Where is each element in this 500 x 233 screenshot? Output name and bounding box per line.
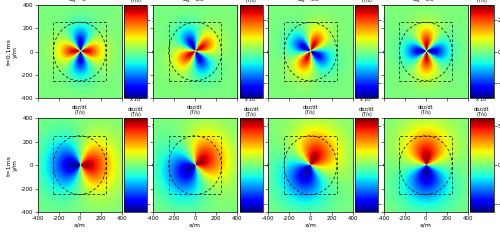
Text: dbz/dt
(T/s): dbz/dt (T/s)	[474, 0, 490, 3]
Bar	[400, 22, 452, 81]
Text: dbz/dt
(T/s): dbz/dt (T/s)	[187, 104, 203, 115]
Title: $\alpha_s$=90°: $\alpha_s$=90°	[412, 0, 440, 5]
Text: dbz/dt
(T/s): dbz/dt (T/s)	[244, 0, 259, 3]
Bar	[168, 136, 222, 195]
Bar	[168, 22, 222, 81]
X-axis label: x/m: x/m	[189, 223, 201, 228]
Bar	[54, 136, 106, 195]
Text: dbz/dt
(T/s): dbz/dt (T/s)	[128, 0, 144, 3]
Title: $\alpha_s$=0°: $\alpha_s$=0°	[68, 0, 91, 5]
Text: dbz/dt
(T/s): dbz/dt (T/s)	[359, 106, 374, 117]
Text: dbz/dt
(T/s): dbz/dt (T/s)	[72, 104, 88, 115]
Text: x 10$^{-9}$: x 10$^{-9}$	[472, 95, 492, 104]
Text: dbz/dt
(T/s): dbz/dt (T/s)	[302, 104, 318, 115]
Y-axis label: t=0.1ms
y/m: t=0.1ms y/m	[7, 38, 18, 65]
Text: x 10$^{-9}$: x 10$^{-9}$	[241, 95, 262, 104]
Text: dbz/dt
(T/s): dbz/dt (T/s)	[418, 104, 434, 115]
Bar	[54, 22, 106, 81]
X-axis label: x/m: x/m	[304, 223, 316, 228]
X-axis label: x/m: x/m	[420, 223, 432, 228]
Title: $\alpha_s$=30°: $\alpha_s$=30°	[182, 0, 208, 5]
Bar	[400, 136, 452, 195]
Text: dbz/dt
(T/s): dbz/dt (T/s)	[359, 0, 374, 3]
Text: x 10$^{-9}$: x 10$^{-9}$	[356, 95, 377, 104]
Y-axis label: t=1ms
y/m: t=1ms y/m	[7, 155, 18, 176]
X-axis label: x/m: x/m	[74, 223, 86, 228]
Text: x 10$^{-9}$: x 10$^{-9}$	[126, 95, 146, 104]
Bar	[284, 22, 337, 81]
Text: dbz/dt
(T/s): dbz/dt (T/s)	[474, 106, 490, 117]
Bar	[284, 136, 337, 195]
Text: dbz/dt
(T/s): dbz/dt (T/s)	[244, 106, 259, 117]
Text: dbz/dt
(T/s): dbz/dt (T/s)	[128, 106, 144, 117]
Title: $\alpha_s$=60°: $\alpha_s$=60°	[297, 0, 324, 5]
